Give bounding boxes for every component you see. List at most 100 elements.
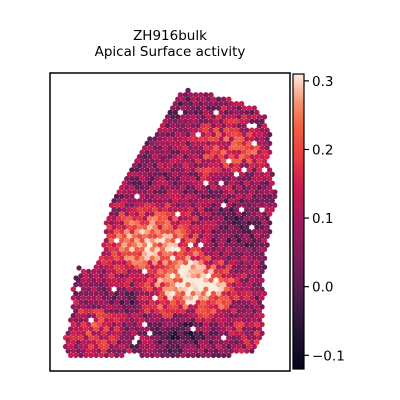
spot [236, 220, 242, 226]
spot [164, 282, 171, 288]
spot [254, 162, 260, 169]
spot [126, 171, 133, 177]
spot [162, 251, 168, 257]
spot [193, 304, 199, 310]
spot [91, 295, 97, 301]
spot [203, 127, 209, 133]
spot [85, 330, 92, 336]
spot [226, 149, 232, 155]
spot [264, 127, 270, 133]
spot [223, 313, 229, 319]
spot [149, 167, 155, 173]
spot [198, 251, 204, 257]
spot [218, 339, 224, 345]
spot [134, 211, 140, 217]
spot [213, 198, 219, 204]
spot [187, 277, 194, 283]
spot [177, 233, 184, 239]
spot [205, 140, 212, 147]
spot [159, 308, 166, 314]
spot [195, 343, 201, 350]
spot [175, 96, 181, 102]
spot [208, 339, 214, 345]
spot [116, 295, 122, 301]
spot [88, 343, 94, 350]
spot [226, 308, 232, 314]
spot [162, 215, 168, 222]
spot [126, 233, 133, 239]
spot [83, 290, 89, 297]
spot [251, 282, 257, 288]
spot [113, 308, 120, 314]
spot [103, 352, 110, 359]
spot [208, 171, 214, 177]
spot [172, 198, 178, 204]
spot [218, 242, 224, 248]
spot [185, 167, 191, 173]
spot [180, 193, 186, 200]
spot [139, 184, 145, 191]
spot [175, 335, 181, 341]
spot [101, 277, 107, 283]
spot [244, 198, 250, 204]
spot [238, 313, 245, 319]
spot [177, 330, 184, 336]
spot [108, 229, 115, 235]
spot [116, 251, 122, 257]
spot [116, 260, 122, 266]
spot [164, 343, 171, 350]
spot [203, 198, 209, 204]
spot [193, 101, 199, 107]
spot [167, 304, 173, 310]
spot [167, 215, 173, 222]
spot [193, 118, 199, 125]
spot [75, 321, 82, 328]
spot [116, 321, 122, 328]
spot [218, 127, 224, 133]
spot [233, 136, 240, 142]
spot [121, 242, 128, 248]
spot [249, 180, 255, 186]
spot [259, 162, 265, 169]
spot [264, 162, 270, 169]
spot [116, 268, 122, 275]
spot [80, 304, 87, 310]
spot [251, 273, 257, 279]
spot [198, 286, 204, 292]
spot [236, 308, 242, 314]
spot [177, 268, 184, 275]
spot [68, 343, 74, 350]
spot [241, 317, 247, 323]
spot [213, 224, 219, 230]
spot [249, 233, 255, 239]
spot [195, 96, 201, 102]
spot [116, 348, 122, 354]
spot [98, 335, 105, 341]
spot [218, 215, 224, 222]
spot [236, 326, 242, 332]
spot [180, 105, 186, 111]
spot [261, 149, 268, 155]
spot [121, 224, 128, 230]
spot [208, 295, 214, 301]
spot [190, 317, 196, 323]
spot [200, 211, 206, 217]
spot [126, 215, 133, 222]
spot [113, 273, 120, 279]
spot [223, 260, 229, 266]
spot [187, 171, 194, 177]
spot [152, 171, 158, 177]
spot [180, 282, 186, 288]
spot [210, 176, 217, 182]
spot [238, 295, 245, 301]
spot [213, 286, 219, 292]
spot [244, 330, 250, 336]
spot [231, 193, 237, 200]
spot [175, 343, 181, 350]
spot [111, 224, 117, 230]
spot [233, 268, 240, 275]
spot [190, 273, 196, 279]
spot [177, 251, 184, 257]
spot [177, 127, 184, 133]
spot [70, 339, 77, 345]
